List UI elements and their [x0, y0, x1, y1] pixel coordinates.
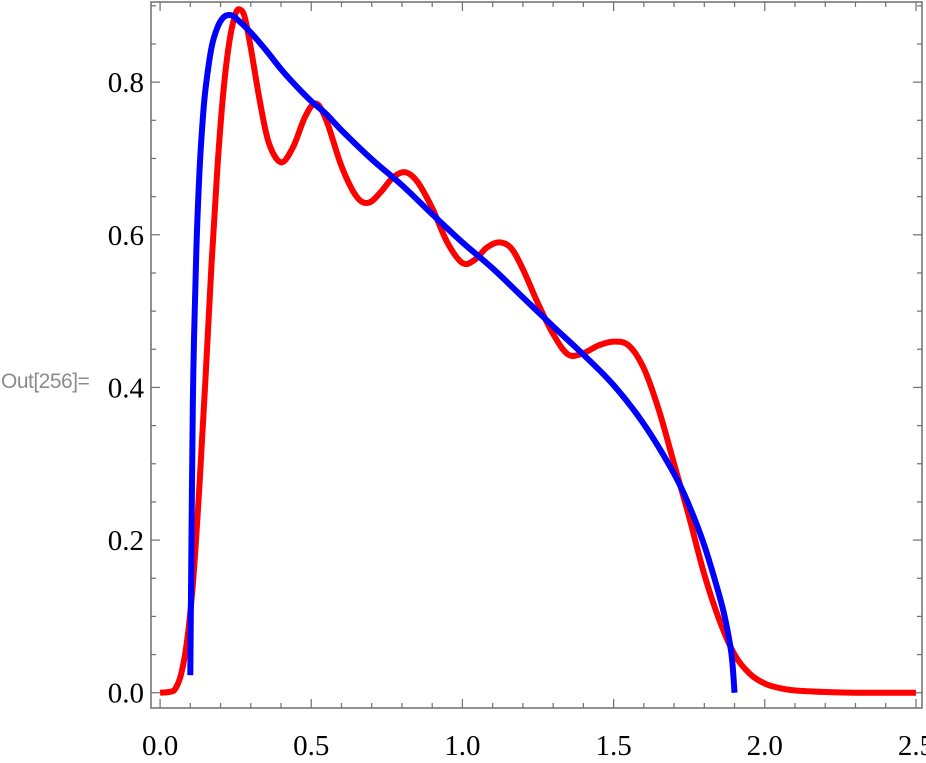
y-tick-label: 0.0 [108, 678, 144, 710]
x-tick-label: 0.5 [293, 730, 329, 762]
output-label: Out[256]= [1, 370, 90, 393]
tick-labels: 0.0 0.5 1.0 1.5 2.0 2.5 0.0 0.2 0.4 0.6 0.8 [108, 67, 926, 762]
axis-ticks [151, 2, 922, 708]
x-tick-label: 2.5 [898, 730, 926, 762]
series-layer [159, 6, 916, 696]
y-tick-label: 0.4 [108, 372, 145, 404]
x-tick-label: 1.5 [595, 730, 631, 762]
x-tick-label: 2.0 [747, 730, 783, 762]
y-tick-label: 0.6 [108, 220, 144, 252]
y-tick-label: 0.2 [108, 525, 144, 557]
series-line-1 [159, 6, 916, 696]
x-tick-label: 1.0 [444, 730, 480, 762]
series-line-2 [187, 11, 738, 693]
x-tick-label: 0.0 [142, 730, 178, 762]
y-tick-label: 0.8 [108, 67, 144, 99]
plot-frame [150, 1, 923, 709]
